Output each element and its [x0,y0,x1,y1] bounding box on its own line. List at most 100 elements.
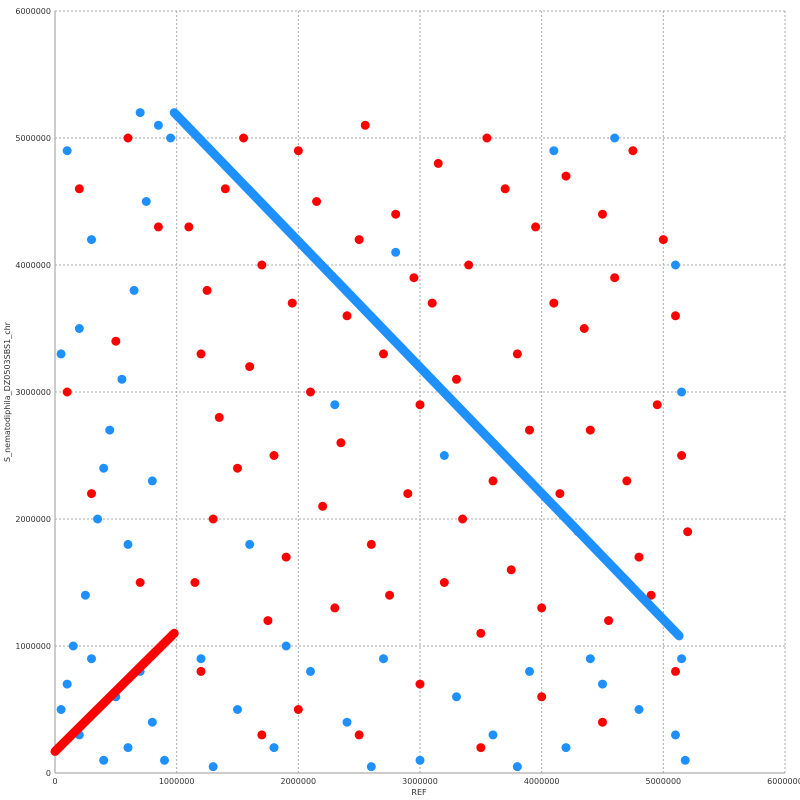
point [366,762,376,772]
point [634,705,644,714]
point [202,285,212,295]
point [537,692,547,702]
point [622,476,632,486]
point [439,578,449,587]
point [658,235,668,245]
point [391,209,401,219]
point [561,743,571,753]
point [598,209,607,219]
point [671,311,680,321]
point [312,197,322,206]
point [360,120,370,130]
point [433,158,443,168]
point [233,705,242,714]
point [354,730,364,740]
point [196,349,206,359]
point [671,730,680,740]
point [452,692,461,702]
point [415,679,425,689]
y-tick-label: 4000000 [15,261,51,270]
point [141,197,151,206]
point [677,654,687,664]
point [427,298,437,308]
point [105,425,115,435]
x-tick-label: 5000000 [646,777,682,786]
point [135,108,145,118]
point [111,336,121,346]
point [123,743,133,753]
point [99,755,109,765]
point [549,298,559,308]
point [135,578,145,587]
point [379,349,388,359]
x-tick-label: 3000000 [402,777,438,786]
point [512,349,522,359]
point [239,133,249,143]
point [604,616,614,626]
point [80,590,90,600]
point [458,514,468,524]
point [87,654,96,664]
point [281,641,291,651]
point [293,146,303,156]
point [482,133,492,143]
point [74,184,84,194]
alignment-line [50,628,179,756]
point [306,666,315,676]
point [476,628,486,638]
point [677,387,687,397]
y-tick-label: 3000000 [15,388,51,397]
point [680,755,690,765]
x-tick-label: 1000000 [159,777,195,786]
point [671,666,680,676]
point [476,743,486,753]
x-tick-label: 2000000 [281,777,317,786]
point [196,666,206,676]
point [585,654,595,664]
point [123,539,133,549]
point [123,133,133,143]
point [634,552,644,562]
point [257,260,267,270]
point [379,654,388,664]
point [166,133,176,143]
point [208,762,218,772]
point [488,476,498,486]
y-tick-label: 1000000 [15,642,51,651]
point [220,184,230,194]
point [330,603,340,613]
point [488,730,498,740]
point [598,717,607,727]
point [99,463,109,473]
point [56,705,66,714]
point [153,120,163,130]
point [561,171,571,181]
point [269,451,279,460]
point [452,374,461,384]
point [147,476,157,486]
point [677,451,687,460]
x-tick-label: 6000000 [767,777,800,786]
point [464,260,474,270]
point [62,387,72,397]
point [263,616,273,626]
point [160,755,169,765]
y-tick-label: 6000000 [15,7,51,16]
point [555,489,565,499]
point [610,133,620,143]
point [245,539,255,549]
point [62,146,72,156]
point [129,285,139,295]
point [506,565,516,575]
point [190,578,200,587]
point [415,400,425,410]
x-axis-label: REF [411,788,427,797]
point [56,349,66,359]
point [257,730,267,740]
point [184,222,194,232]
x-tick-label: 4000000 [524,777,560,786]
point [233,463,242,473]
alignment-line [169,108,684,641]
point [598,679,607,689]
